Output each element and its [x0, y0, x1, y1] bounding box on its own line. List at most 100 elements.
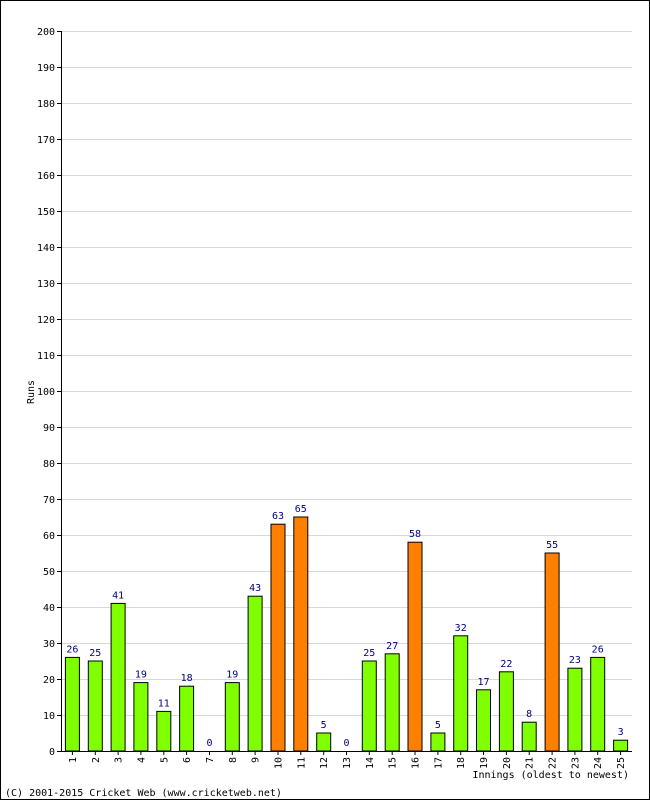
y-tick-label: 20: [43, 675, 55, 686]
x-tick-label: 5: [159, 757, 170, 763]
value-labels: 26 25 41 19 11 18 0 19 43 63 65 5 0 25 27 58 5 32 17 22 8 55 2…: [66, 504, 623, 749]
bar-value-label: 26: [592, 644, 604, 655]
x-tick-label: 11: [296, 757, 307, 769]
x-axis-label: Innings (oldest to newest): [472, 770, 629, 781]
bar-value-label: 8: [526, 709, 532, 720]
x-tick-label: 19: [479, 757, 490, 769]
bar: [179, 685, 195, 752]
x-tick-label: 24: [593, 757, 604, 769]
y-axis-label: Runs: [26, 380, 37, 404]
y-tick-label: 80: [43, 459, 55, 470]
x-tick-label: 21: [525, 757, 536, 769]
bar-value-label: 5: [321, 720, 327, 731]
x-tick-label: 2: [91, 757, 102, 763]
y-tick-label: 0: [49, 747, 55, 758]
y-tick-label: 170: [37, 135, 55, 146]
x-axis-ticks: 1 2 3 4 5 6 7 8 9 10 11 12 13 14 15 16 17 18 19 20 21 22 23 24 2…: [68, 751, 627, 769]
y-tick-label: 40: [43, 603, 55, 614]
bar: [247, 595, 263, 752]
x-tick-label: 8: [228, 757, 239, 763]
bar: [64, 656, 80, 752]
x-tick-label: 15: [388, 757, 399, 769]
y-tick-label: 130: [37, 279, 55, 290]
bar-value-label: 19: [135, 670, 147, 681]
x-tick-label: 17: [433, 757, 444, 769]
bar-value-label: 19: [226, 670, 238, 681]
y-tick-label: 10: [43, 711, 55, 722]
x-tick-label: 22: [548, 757, 559, 769]
y-tick-label: 150: [37, 207, 55, 218]
x-tick-label: 6: [182, 757, 193, 763]
bar: [384, 653, 400, 752]
bar-value-label: 58: [409, 529, 421, 540]
bar: [293, 516, 309, 752]
bar: [361, 660, 377, 752]
x-tick-label: 7: [205, 757, 216, 763]
bar-value-label: 43: [249, 583, 261, 594]
bar: [407, 541, 423, 752]
bar-value-label: 5: [435, 720, 441, 731]
copyright-footer: (C) 2001-2015 Cricket Web (www.cricketwe…: [5, 788, 282, 799]
bar: [156, 710, 172, 752]
x-tick-label: 4: [136, 757, 147, 763]
bar-value-label: 17: [477, 677, 489, 688]
bar: [521, 721, 537, 752]
y-tick-label: 30: [43, 639, 55, 650]
bar-value-label: 55: [546, 540, 558, 551]
bar: [590, 656, 606, 752]
bar-value-label: 11: [158, 698, 170, 709]
y-tick-label: 90: [43, 423, 55, 434]
bar: [110, 602, 126, 752]
axes: [61, 31, 632, 752]
x-tick-label: 10: [274, 757, 285, 769]
bar-value-label: 25: [89, 648, 101, 659]
y-tick-label: 110: [37, 351, 55, 362]
y-tick-label: 70: [43, 495, 55, 506]
y-tick-label: 100: [37, 387, 55, 398]
y-tick-label: 60: [43, 531, 55, 542]
y-tick-label: 190: [37, 63, 55, 74]
bar: [430, 732, 446, 752]
bars: [64, 516, 629, 752]
bar-value-label: 27: [386, 641, 398, 652]
y-tick-label: 180: [37, 99, 55, 110]
x-tick-label: 12: [319, 757, 330, 769]
bar-value-label: 3: [618, 727, 624, 738]
x-tick-label: 25: [616, 757, 627, 769]
bar: [613, 739, 629, 752]
grid-lines: [61, 31, 632, 716]
bar: [567, 667, 583, 752]
bar-value-label: 18: [181, 673, 193, 684]
y-axis-ticks: 0 10 20 30 40 50 60 70 80 90 100 110 120 130 140 150 160…: [37, 27, 61, 758]
x-tick-label: 13: [342, 757, 353, 769]
y-tick-label: 200: [37, 27, 55, 38]
bar: [224, 682, 240, 752]
bar: [270, 523, 286, 752]
y-tick-label: 140: [37, 243, 55, 254]
bar-value-label: 0: [343, 738, 349, 749]
y-tick-label: 50: [43, 567, 55, 578]
bar: [544, 552, 560, 752]
x-tick-label: 16: [411, 757, 422, 769]
bar-value-label: 23: [569, 655, 581, 666]
bar-value-label: 25: [363, 648, 375, 659]
x-tick-label: 14: [365, 757, 376, 769]
bar: [498, 671, 514, 752]
bar-value-label: 32: [455, 623, 467, 634]
x-tick-label: 3: [114, 757, 125, 763]
bar-value-label: 65: [295, 504, 307, 515]
x-tick-label: 18: [456, 757, 467, 769]
bar: [453, 635, 469, 752]
bar: [133, 682, 149, 752]
bar-value-label: 41: [112, 590, 124, 601]
x-tick-label: 9: [251, 757, 262, 763]
bar-value-label: 22: [500, 659, 512, 670]
bar: [476, 689, 491, 752]
y-tick-label: 120: [37, 315, 55, 326]
x-tick-label: 23: [570, 757, 581, 769]
bar-value-label: 26: [66, 644, 78, 655]
bar: [87, 660, 103, 752]
bar-value-label: 63: [272, 511, 284, 522]
bar: [316, 732, 332, 752]
